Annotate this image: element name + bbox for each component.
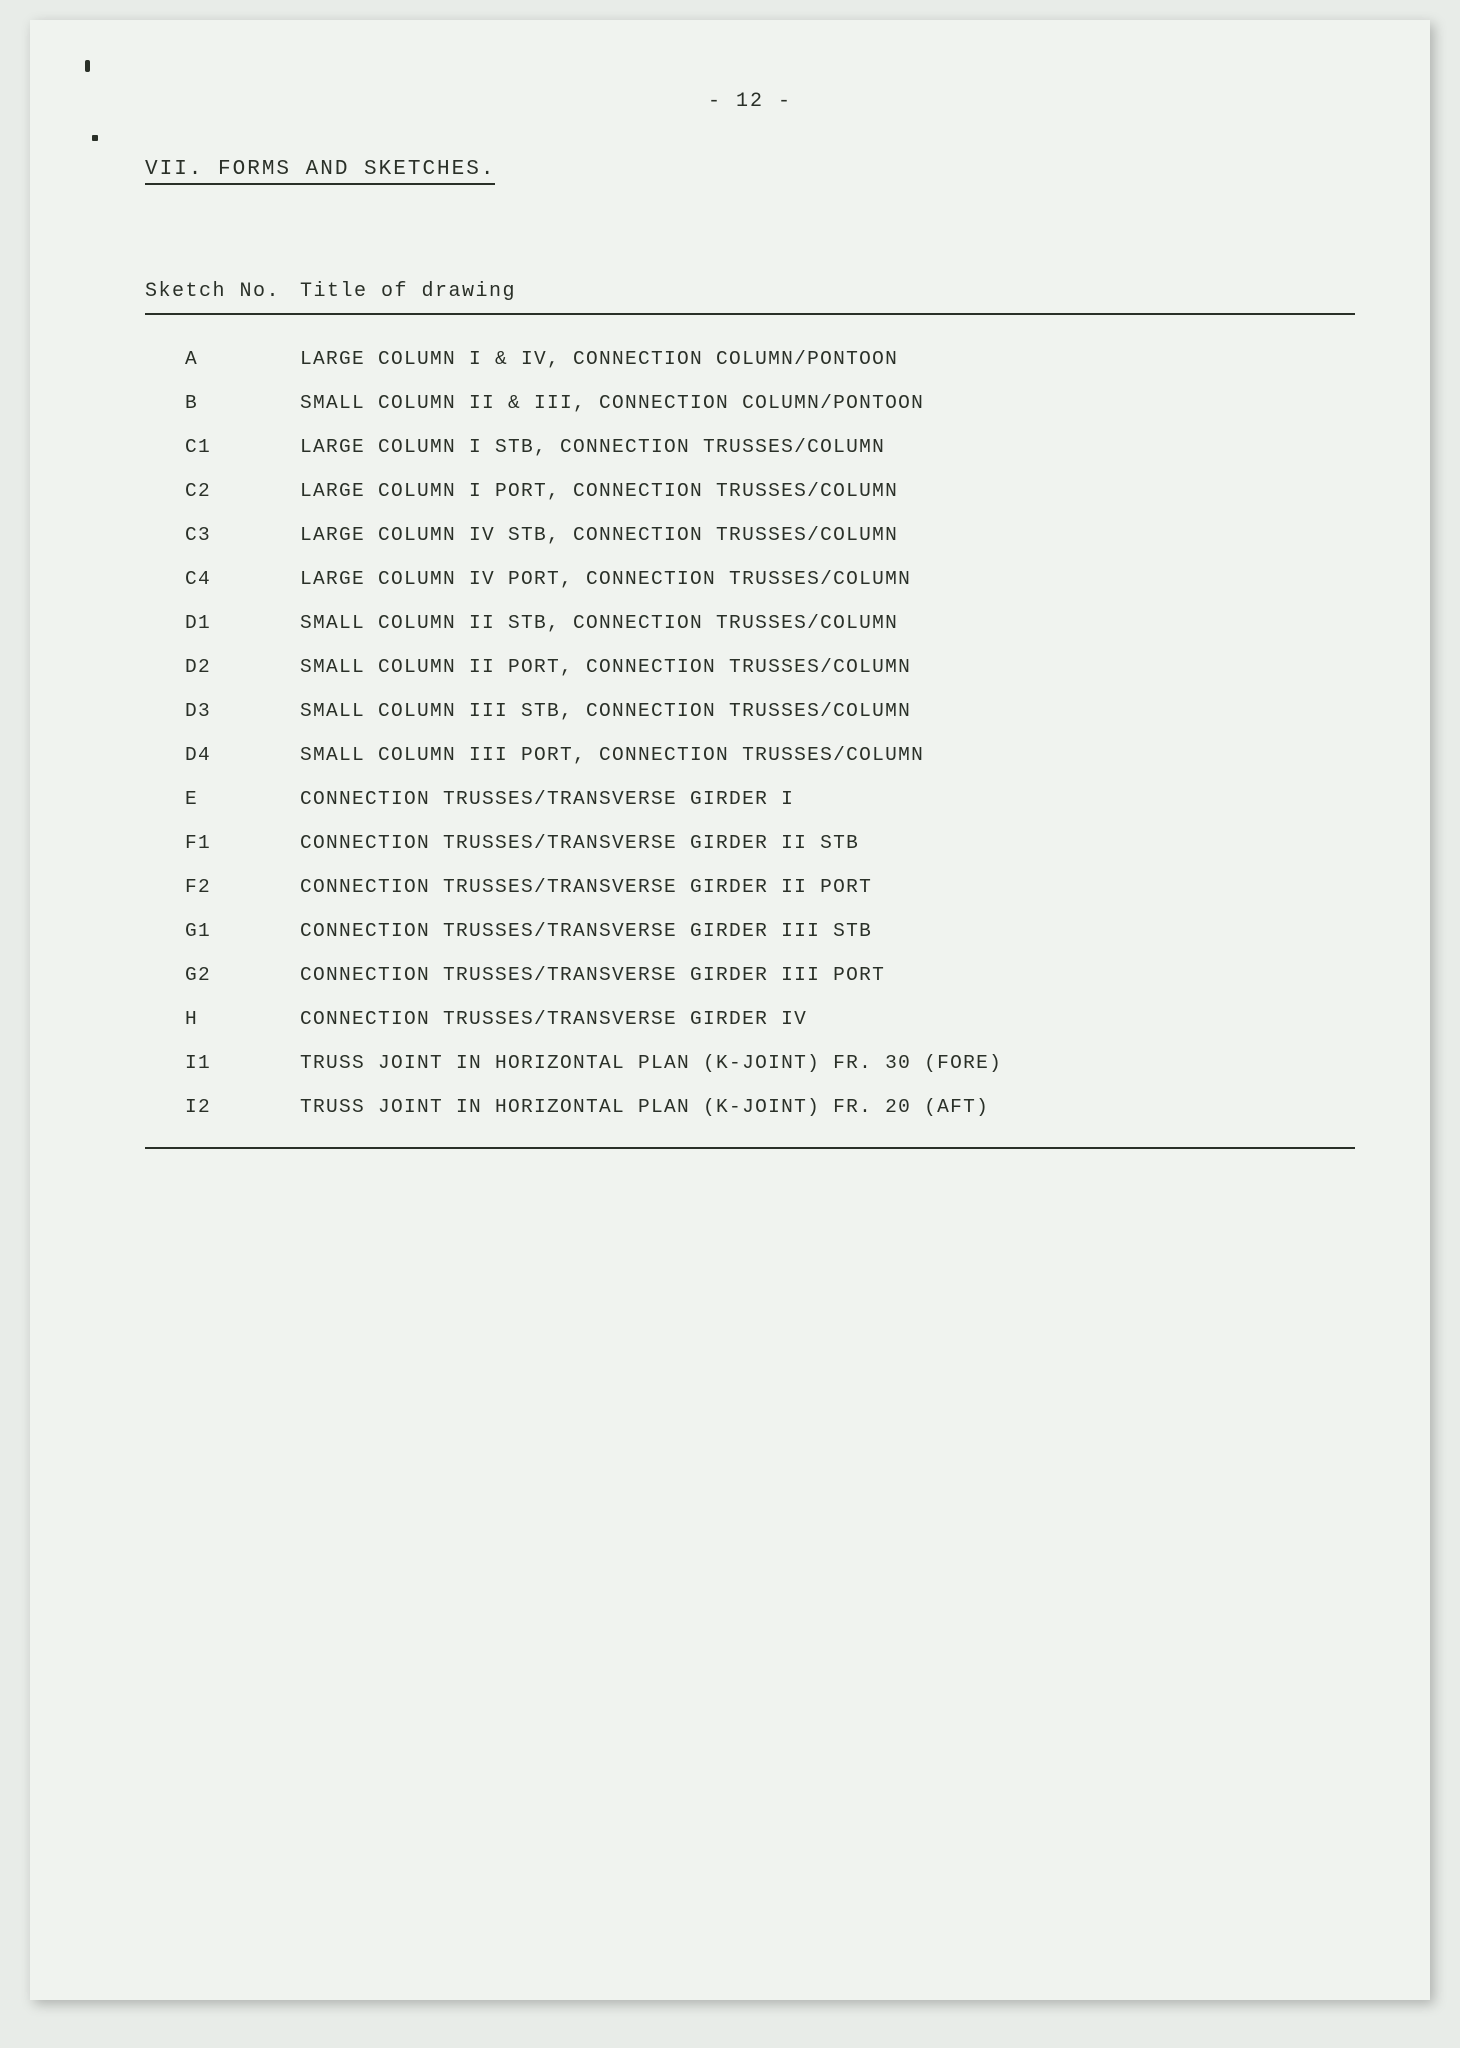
section-heading: VII. FORMS AND SKETCHES. [145,158,495,185]
punch-mark [85,60,90,72]
sketch-table: Sketch No. Title of drawing ALARGE COLUM… [145,280,1355,1149]
cell-sketch-no: B [185,392,300,414]
cell-sketch-no: G1 [185,920,300,942]
cell-sketch-no: H [185,1008,300,1030]
cell-title: CONNECTION TRUSSES/TRANSVERSE GIRDER I [300,788,1355,810]
cell-sketch-no: E [185,788,300,810]
cell-sketch-no: G2 [185,964,300,986]
cell-sketch-no: C1 [185,436,300,458]
header-title: Title of drawing [300,280,1355,303]
cell-sketch-no: F1 [185,832,300,854]
table-row: C1LARGE COLUMN I STB, CONNECTION TRUSSES… [185,425,1355,469]
cell-sketch-no: C2 [185,480,300,502]
table-row: ALARGE COLUMN I & IV, CONNECTION COLUMN/… [185,337,1355,381]
table-row: D3SMALL COLUMN III STB, CONNECTION TRUSS… [185,689,1355,733]
table-row: ECONNECTION TRUSSES/TRANSVERSE GIRDER I [185,777,1355,821]
table-row: BSMALL COLUMN II & III, CONNECTION COLUM… [185,381,1355,425]
page-number: - 12 - [145,90,1355,113]
cell-sketch-no: D3 [185,700,300,722]
cell-sketch-no: C4 [185,568,300,590]
header-sketch-no: Sketch No. [145,280,300,303]
cell-sketch-no: D4 [185,744,300,766]
table-row: D2SMALL COLUMN II PORT, CONNECTION TRUSS… [185,645,1355,689]
cell-title: CONNECTION TRUSSES/TRANSVERSE GIRDER II … [300,832,1355,854]
cell-title: LARGE COLUMN IV PORT, CONNECTION TRUSSES… [300,568,1355,590]
table-row: HCONNECTION TRUSSES/TRANSVERSE GIRDER IV [185,997,1355,1041]
table-row: F1CONNECTION TRUSSES/TRANSVERSE GIRDER I… [185,821,1355,865]
cell-sketch-no: D2 [185,656,300,678]
cell-sketch-no: A [185,348,300,370]
table-body: ALARGE COLUMN I & IV, CONNECTION COLUMN/… [145,337,1355,1129]
cell-sketch-no: C3 [185,524,300,546]
cell-title: SMALL COLUMN II & III, CONNECTION COLUMN… [300,392,1355,414]
cell-sketch-no: D1 [185,612,300,634]
document-page: - 12 - VII. FORMS AND SKETCHES. Sketch N… [30,20,1430,2000]
cell-sketch-no: F2 [185,876,300,898]
table-row: G1CONNECTION TRUSSES/TRANSVERSE GIRDER I… [185,909,1355,953]
cell-title: CONNECTION TRUSSES/TRANSVERSE GIRDER III… [300,964,1355,986]
punch-mark [92,135,98,141]
cell-sketch-no: I2 [185,1096,300,1118]
cell-title: LARGE COLUMN I PORT, CONNECTION TRUSSES/… [300,480,1355,502]
table-row: D1SMALL COLUMN II STB, CONNECTION TRUSSE… [185,601,1355,645]
cell-title: SMALL COLUMN III PORT, CONNECTION TRUSSE… [300,744,1355,766]
table-row: C3LARGE COLUMN IV STB, CONNECTION TRUSSE… [185,513,1355,557]
table-row: D4SMALL COLUMN III PORT, CONNECTION TRUS… [185,733,1355,777]
cell-title: SMALL COLUMN III STB, CONNECTION TRUSSES… [300,700,1355,722]
cell-title: LARGE COLUMN IV STB, CONNECTION TRUSSES/… [300,524,1355,546]
cell-title: LARGE COLUMN I STB, CONNECTION TRUSSES/C… [300,436,1355,458]
table-row: C2LARGE COLUMN I PORT, CONNECTION TRUSSE… [185,469,1355,513]
cell-sketch-no: I1 [185,1052,300,1074]
cell-title: TRUSS JOINT IN HORIZONTAL PLAN (K-JOINT)… [300,1096,1355,1118]
table-row: I1TRUSS JOINT IN HORIZONTAL PLAN (K-JOIN… [185,1041,1355,1085]
cell-title: SMALL COLUMN II STB, CONNECTION TRUSSES/… [300,612,1355,634]
section-heading-wrap: VII. FORMS AND SKETCHES. [145,158,1355,280]
table-row: C4LARGE COLUMN IV PORT, CONNECTION TRUSS… [185,557,1355,601]
cell-title: TRUSS JOINT IN HORIZONTAL PLAN (K-JOINT)… [300,1052,1355,1074]
cell-title: SMALL COLUMN II PORT, CONNECTION TRUSSES… [300,656,1355,678]
table-row: F2CONNECTION TRUSSES/TRANSVERSE GIRDER I… [185,865,1355,909]
table-row: G2CONNECTION TRUSSES/TRANSVERSE GIRDER I… [185,953,1355,997]
table-bottom-rule [145,1147,1355,1149]
cell-title: CONNECTION TRUSSES/TRANSVERSE GIRDER IV [300,1008,1355,1030]
cell-title: CONNECTION TRUSSES/TRANSVERSE GIRDER III… [300,920,1355,942]
table-header: Sketch No. Title of drawing [145,280,1355,315]
table-row: I2TRUSS JOINT IN HORIZONTAL PLAN (K-JOIN… [185,1085,1355,1129]
cell-title: LARGE COLUMN I & IV, CONNECTION COLUMN/P… [300,348,1355,370]
cell-title: CONNECTION TRUSSES/TRANSVERSE GIRDER II … [300,876,1355,898]
